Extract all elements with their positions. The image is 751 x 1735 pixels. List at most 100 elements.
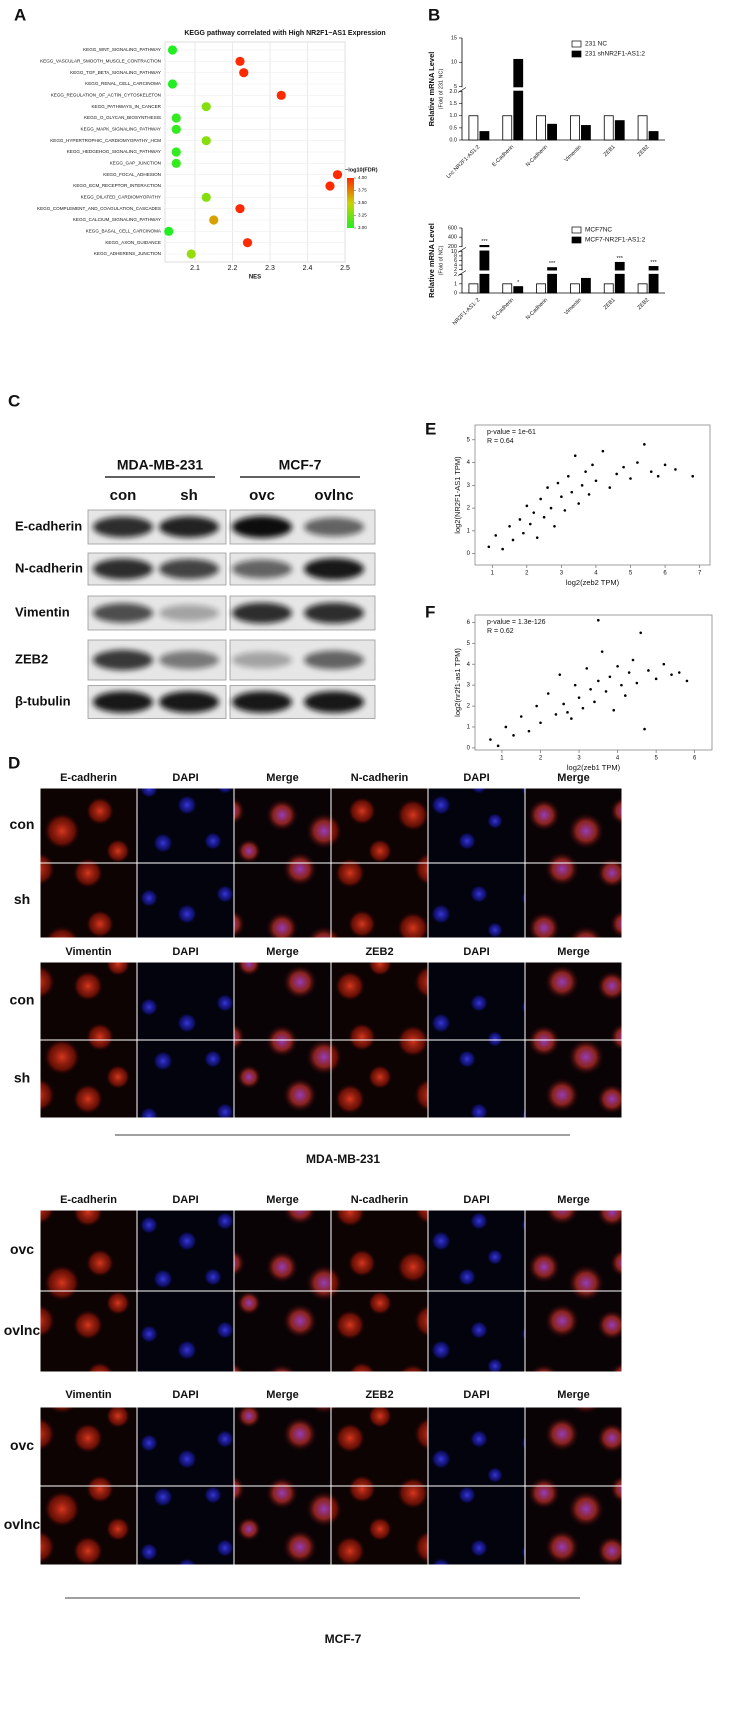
channel-header: Merge <box>557 772 589 784</box>
chart-title: KEGG pathway correlated with High NR2F1−… <box>184 30 385 37</box>
micrograph <box>330 1290 429 1373</box>
micrograph <box>136 1209 235 1292</box>
point <box>566 711 569 714</box>
blot-band <box>93 649 153 671</box>
y-tick-label: 2 <box>454 272 457 278</box>
point <box>639 631 643 635</box>
micrograph <box>39 787 138 864</box>
point <box>508 525 511 528</box>
bar <box>603 115 614 141</box>
point <box>643 727 646 731</box>
micrograph <box>233 1290 332 1373</box>
significance-label: *** <box>650 260 657 266</box>
dot <box>201 102 211 112</box>
y-tick-label: 3 <box>467 683 471 689</box>
micrograph <box>233 1485 332 1566</box>
legend-swatch <box>571 226 582 234</box>
axis-break <box>458 87 665 91</box>
y-tick-label: 1 <box>467 725 471 731</box>
blot-band <box>304 517 364 537</box>
y-axis-label: log2(nr2f1-as1 TPM) <box>453 648 462 717</box>
colorbar <box>347 178 354 228</box>
point <box>635 681 639 685</box>
x-tick-label: 5 <box>629 571 633 577</box>
point <box>663 463 667 467</box>
micrograph <box>136 1290 235 1373</box>
blot-band <box>232 559 292 579</box>
x-axis-label: NES <box>249 275 261 281</box>
point <box>591 463 594 467</box>
point <box>643 443 646 446</box>
blot-band <box>232 691 292 713</box>
micrograph <box>39 961 138 1041</box>
point <box>608 486 612 489</box>
micrograph <box>524 1039 623 1119</box>
plot-frame <box>474 424 711 566</box>
y-tick-label: 0 <box>467 551 471 557</box>
point <box>496 744 500 748</box>
point <box>525 504 529 508</box>
bar <box>479 245 490 294</box>
protein-label: β-tubulin <box>15 693 71 708</box>
lane-label: ovlnc <box>314 487 353 504</box>
point <box>600 650 604 653</box>
micrograph <box>136 1485 235 1566</box>
category-label: KEGG_WNT_SIGNALING_PATHWAY <box>83 47 161 52</box>
micrograph <box>233 961 332 1041</box>
lane-label: con <box>110 487 137 504</box>
category-label: KEGG_DILATED_CARDIOMYOPATHY <box>81 195 161 200</box>
y-tick-label: 2 <box>467 704 471 710</box>
point <box>601 449 605 453</box>
point <box>674 468 677 471</box>
dot <box>171 124 181 134</box>
x-axis-label: log2(zeb2 TPM) <box>566 578 620 587</box>
category-label: KEGG_RENAL_CELL_CARCINOMA <box>85 81 162 86</box>
blot-band <box>232 651 292 669</box>
channel-header: DAPI <box>463 1389 489 1401</box>
protein-label: N-cadherin <box>15 560 83 575</box>
micrograph <box>330 1406 429 1487</box>
micrograph <box>524 1290 623 1373</box>
colorbar-tick-label: 3.00 <box>358 225 367 230</box>
point <box>519 715 523 718</box>
dot <box>235 204 245 214</box>
y-tick-label: 6 <box>467 620 471 626</box>
channel-header: N-cadherin <box>351 1194 409 1206</box>
micrograph <box>330 1039 429 1119</box>
blot-band <box>93 691 153 713</box>
y-tick-label: 200 <box>448 244 457 250</box>
point <box>691 474 695 478</box>
x-tick-label: 4 <box>616 756 620 762</box>
axis-break-mark <box>457 87 467 93</box>
micrograph <box>427 1290 526 1373</box>
bar <box>513 58 524 141</box>
panel-label: C <box>8 391 20 410</box>
y-tick-label: 600 <box>448 225 457 231</box>
category-label: KEGG_HEDGEHOG_SIGNALING_PATHWAY <box>67 149 161 154</box>
row-label: ovlnc <box>4 1322 41 1338</box>
point <box>549 506 553 510</box>
x-tick-label: ZEB2 <box>637 144 651 158</box>
y-tick-label: 2 <box>467 506 471 512</box>
point <box>636 461 639 464</box>
category-label: KEGG_AXON_GUIDANCE <box>105 240 161 245</box>
blot-band <box>159 691 219 713</box>
point <box>620 683 623 687</box>
bar <box>581 125 591 141</box>
x-tick-label: Vimentin <box>564 144 583 163</box>
blot-band <box>232 602 292 624</box>
micrograph <box>39 1209 138 1292</box>
micrograph <box>136 862 235 939</box>
y-tick-label: 400 <box>448 235 457 241</box>
micrograph <box>39 1290 138 1373</box>
point <box>567 474 570 478</box>
x-tick-label: E-Cadherin <box>491 144 515 168</box>
point <box>608 675 612 679</box>
y-axis-sublabel: (Fold of 231 NC) <box>438 69 444 110</box>
row-label: sh <box>14 891 30 907</box>
y-tick-label: 2 <box>454 267 457 273</box>
row-label: ovc <box>10 1437 34 1453</box>
legend-swatch <box>571 40 582 48</box>
point <box>511 538 515 542</box>
category-label: KEGG_BASAL_CELL_CARCINOMA <box>86 229 162 234</box>
